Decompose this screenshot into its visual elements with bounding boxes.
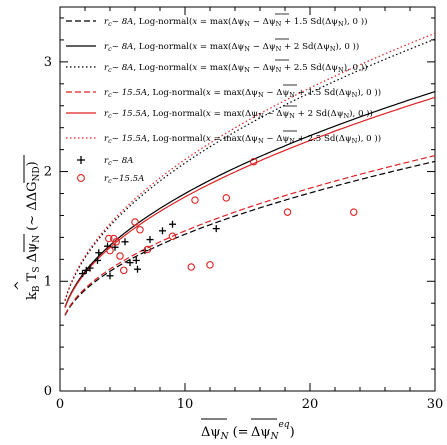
circle-marker xyxy=(206,261,214,269)
circle-marker xyxy=(349,208,358,216)
legend-entry: rc~ 8A, Log-normal(x = max(ΔψN − ΔψN + 2… xyxy=(66,59,367,74)
y-tick-label: 0 xyxy=(44,384,52,399)
series-line-2 xyxy=(64,38,436,302)
circle-marker xyxy=(222,194,231,202)
legend-entry: rc~15.5A xyxy=(77,174,144,185)
legend-label: rc~ 8A, Log-normal(x = max(ΔψN − ΔψN + 2… xyxy=(104,41,359,53)
x-tick-label: 10 xyxy=(177,397,194,412)
circle-marker xyxy=(250,157,258,166)
circle-marker xyxy=(143,245,152,254)
svg-text:ΔψNeq): ΔψNeq) xyxy=(251,420,295,442)
legend-entry: rc~ 15.5A, Log-normal(x = max(ΔψN − ΔψN … xyxy=(66,84,381,99)
plus-marker xyxy=(132,256,140,264)
y-tick-label: 1 xyxy=(44,274,52,289)
circle-marker xyxy=(120,266,128,275)
svg-text:^: ^ xyxy=(13,280,28,291)
circle-marker xyxy=(136,225,144,234)
legend-label: rc~ 15.5A, Log-normal(x = max(ΔψN − ΔψN … xyxy=(104,87,381,99)
circle-marker xyxy=(116,252,124,260)
circle-marker xyxy=(191,196,199,204)
series-line-0 xyxy=(64,160,436,316)
plus-marker xyxy=(146,236,154,244)
plus-marker xyxy=(134,265,141,273)
svg-text:ΔψN (=: ΔψN (= xyxy=(201,425,249,442)
legend-label: rc~ 8A xyxy=(104,156,133,167)
plot-frame xyxy=(59,6,436,392)
plus-marker xyxy=(121,238,129,246)
series-lines xyxy=(64,32,436,316)
series-line-5 xyxy=(64,32,436,301)
circle-marker xyxy=(105,234,113,243)
axis-ticks: 0 10 20 30 0 1 2 3 xyxy=(44,7,444,412)
y-tick-label: 2 xyxy=(44,165,52,180)
plus-marker xyxy=(82,266,90,274)
series-line-3 xyxy=(64,155,436,315)
circle-marker xyxy=(106,246,114,255)
plus-marker xyxy=(79,270,86,278)
plus-marker xyxy=(169,220,176,228)
plus-marker xyxy=(86,264,94,272)
circle-marker xyxy=(131,218,139,226)
plus-marker xyxy=(106,272,114,280)
legend-label: rc~ 8A, Log-normal(x = max(ΔψN − ΔψN + 1… xyxy=(104,16,367,28)
plus-marker xyxy=(95,249,103,257)
y-axis-title: kB TS ΔψN (~ ΔΔGND) ^ xyxy=(13,155,42,300)
legend-label: rc~ 15.5A, Log-normal(x = max(ΔψN − ΔψN … xyxy=(104,133,381,145)
x-tick-label: 30 xyxy=(427,397,444,412)
legend: rc~ 8A, Log-normal(x = max(ΔψN − ΔψN + 1… xyxy=(66,13,381,185)
plus-marker xyxy=(126,259,134,267)
legend-entry: rc~ 8A, Log-normal(x = max(ΔψN − ΔψN + 1… xyxy=(66,13,367,28)
circle-marker xyxy=(168,232,177,241)
x-tick-label: 0 xyxy=(56,397,64,412)
legend-entry: rc~ 8A, Log-normal(x = max(ΔψN − ΔψN + 2… xyxy=(66,38,359,53)
plus-marker xyxy=(212,225,220,233)
y-tick-label: 3 xyxy=(44,55,52,70)
legend-label: rc~15.5A xyxy=(104,174,144,185)
x-tick-label: 20 xyxy=(302,397,319,412)
series-line-1 xyxy=(64,90,436,308)
series-line-4 xyxy=(64,96,436,309)
legend-label: rc~ 8A, Log-normal(x = max(ΔψN − ΔψN + 2… xyxy=(104,62,367,74)
legend-entry: rc~ 15.5A, Log-normal(x = max(ΔψN − ΔψN … xyxy=(66,105,373,120)
legend-entry: rc~ 8A xyxy=(77,156,133,167)
legend-label: rc~ 15.5A, Log-normal(x = max(ΔψN − ΔψN … xyxy=(104,108,373,120)
x-axis-title: ΔψN (= ΔψNeq) xyxy=(201,418,295,442)
svg-text:kB TS ΔψN (~ ΔΔGND): kB TS ΔψN (~ ΔΔGND) xyxy=(25,161,42,300)
legend-swatch xyxy=(77,174,85,182)
circle-marker xyxy=(283,208,292,216)
data-points xyxy=(79,157,358,280)
legend-entry: rc~ 15.5A, Log-normal(x = max(ΔψN − ΔψN … xyxy=(66,130,381,145)
plus-marker xyxy=(159,227,166,235)
circle-marker xyxy=(187,263,196,271)
plus-marker xyxy=(94,256,101,264)
circle-marker xyxy=(112,238,121,246)
